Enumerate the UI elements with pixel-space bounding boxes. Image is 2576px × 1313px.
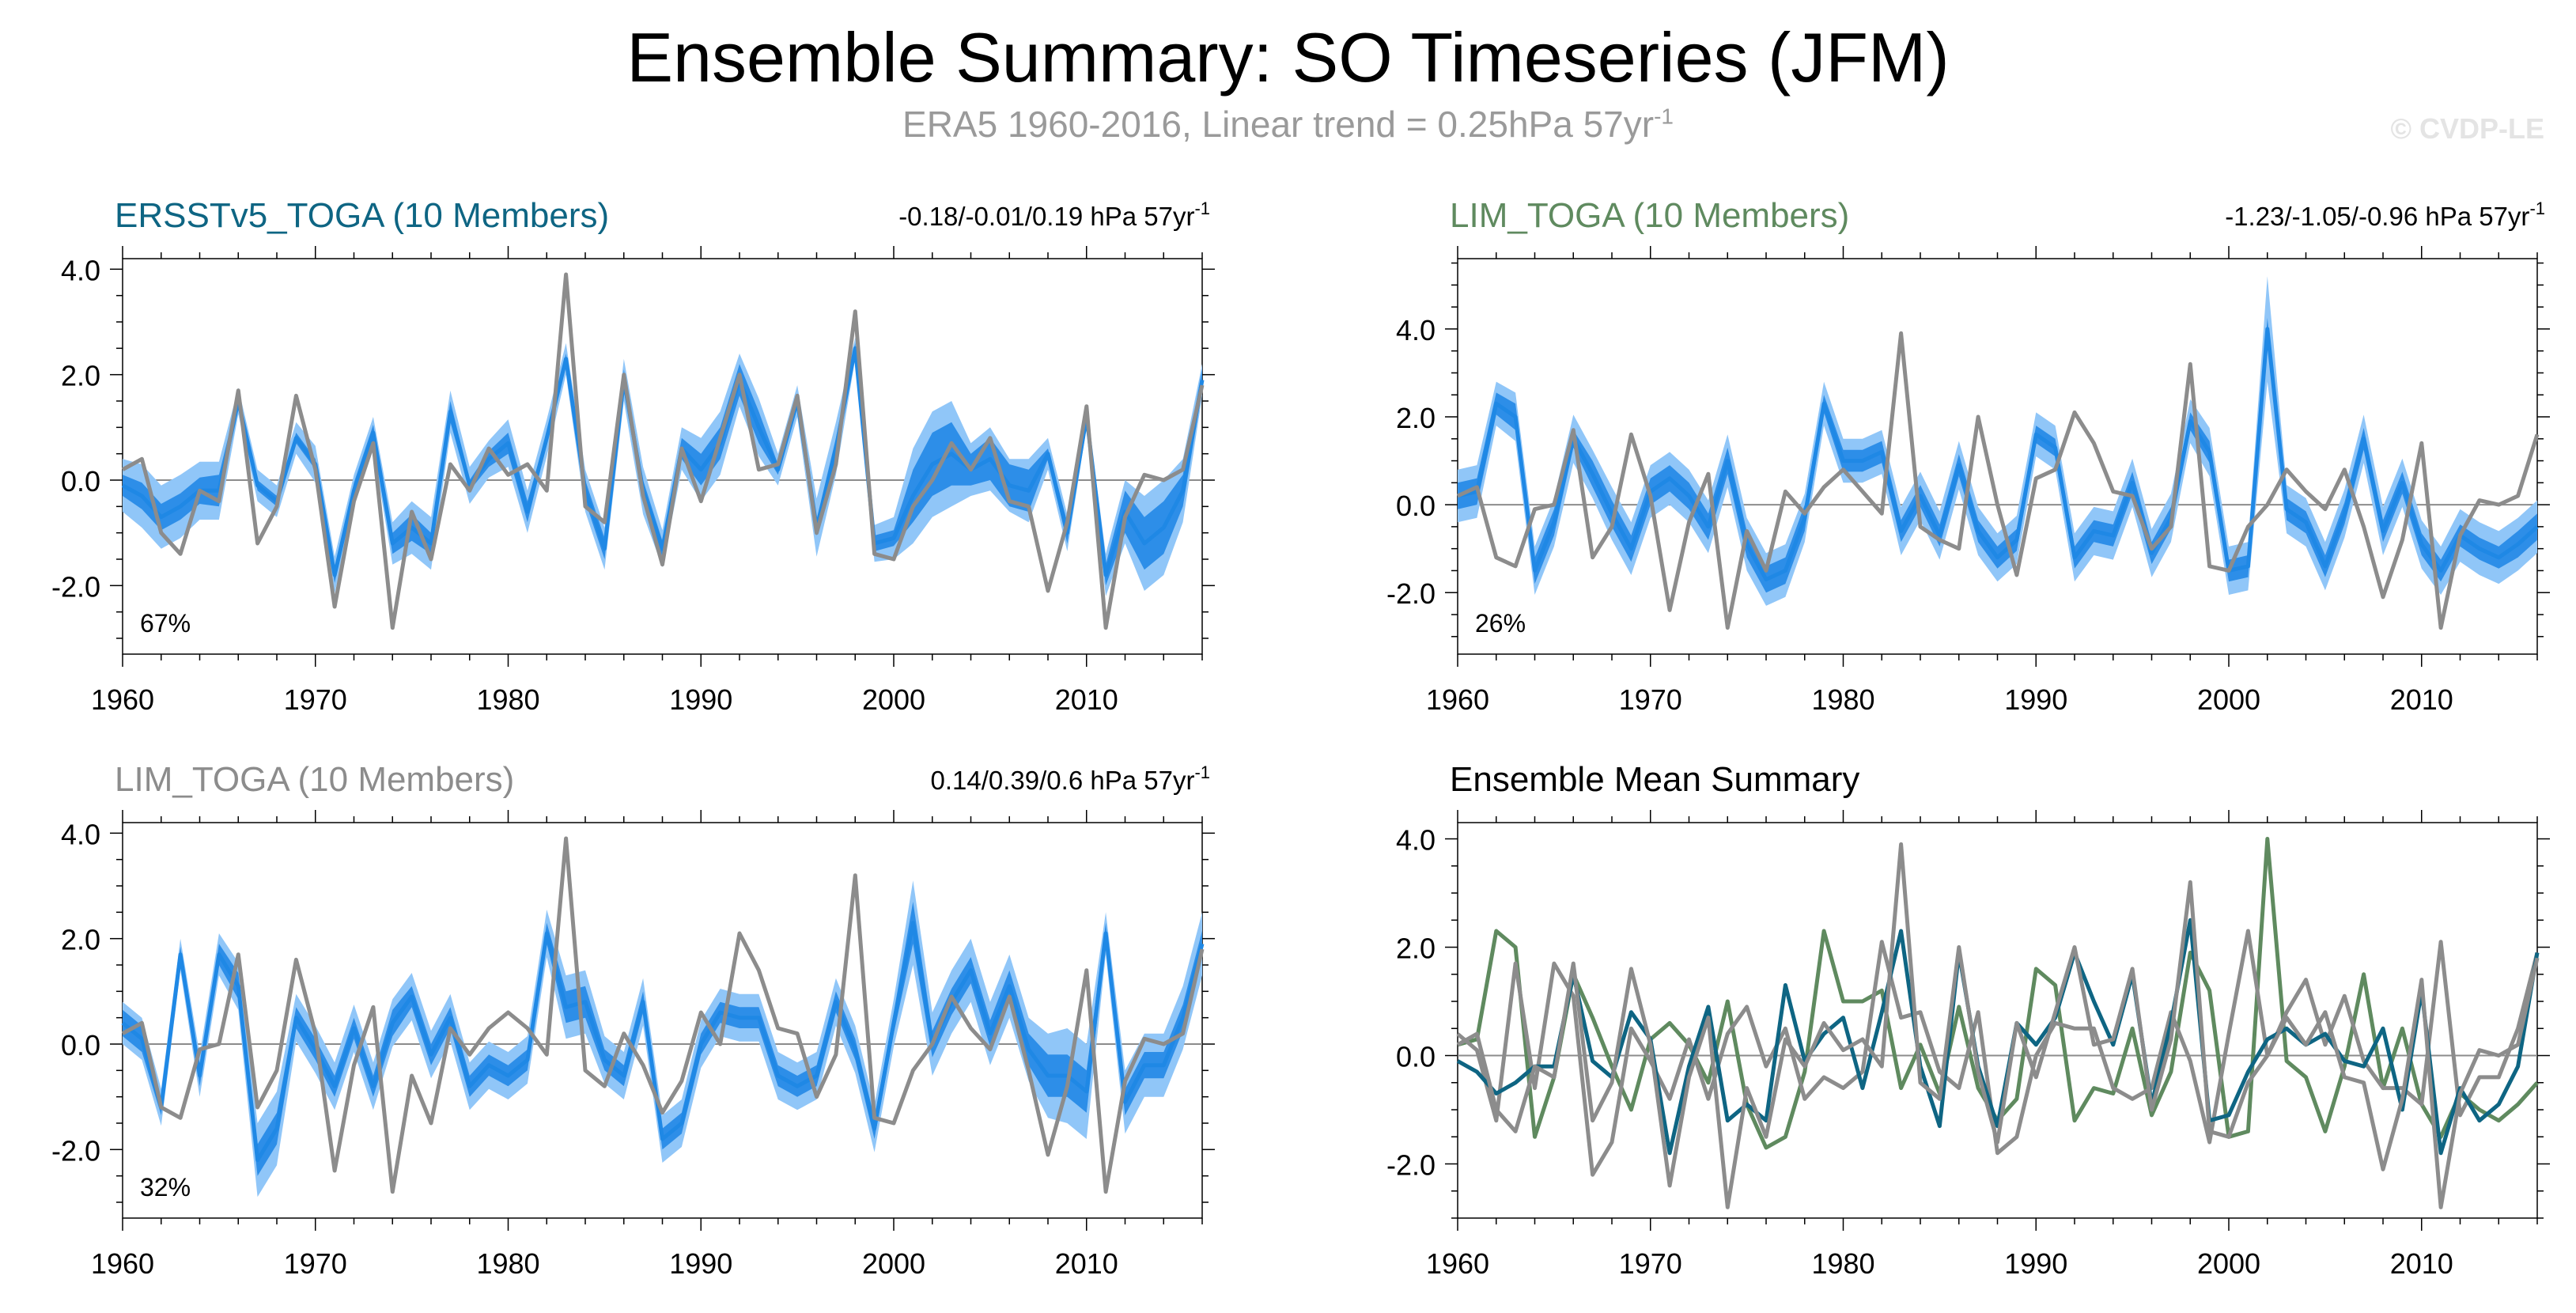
credit-watermark: © CVDP-LE	[2390, 112, 2544, 145]
panel-summary: 4.0 2.0 0.0 -2.0 1960 1970 1980 1990 2000 2010 Ens…	[1386, 760, 2550, 1280]
y-tick-label: 4.0	[1396, 824, 1436, 857]
summary-series-lim2	[1456, 929, 2540, 1177]
percent-label: 26%	[1475, 609, 1526, 638]
y-tick-label: -2.0	[51, 1134, 100, 1167]
x-tick-label: 1970	[1619, 1247, 1682, 1280]
x-tick-label: 1990	[669, 683, 732, 716]
y-tick-label: 2.0	[1396, 933, 1436, 965]
ensemble-outer-band	[1458, 276, 2537, 606]
y-tick-label: 2.0	[1396, 402, 1436, 434]
x-tick-label: 1960	[91, 683, 154, 716]
panel-title: LIM_TOGA (10 Members)	[115, 760, 514, 799]
trend-text: -0.18/-0.01/0.19 hPa 57yr	[898, 202, 1194, 231]
observed-line	[1456, 331, 2540, 630]
y-tick-label: 4.0	[1396, 314, 1436, 346]
y-tick-label: -2.0	[51, 570, 100, 603]
summary-series-ersst	[1456, 918, 2540, 1156]
trend-text: -1.23/-1.05/-0.96 hPa 57yr	[2225, 202, 2529, 231]
trend-superscript: -1	[1194, 762, 1210, 782]
panel-title: ERSSTv5_TOGA (10 Members)	[115, 196, 609, 235]
trend-label: 0.14/0.39/0.6 hPa 57yr-1	[931, 762, 1210, 795]
x-tick-label: 1990	[2004, 1247, 2067, 1280]
x-tick-label: 1990	[669, 1247, 732, 1280]
x-tick-label: 1990	[2004, 683, 2067, 716]
panel-lim2: 4.0 2.0 0.0 -2.0 1960 1970 1980 1990 2000 2010 LIM…	[51, 760, 1215, 1280]
percent-label: 67%	[140, 609, 191, 638]
x-tick-label: 1970	[284, 1247, 347, 1280]
x-tick-label: 1960	[1426, 683, 1489, 716]
y-tick-label: 0.0	[61, 1029, 100, 1061]
panel-lim1: 4.0 2.0 0.0 -2.0 1960 1970 1980 1990 2000 2010 LIM…	[1386, 196, 2550, 716]
plot-frame	[1457, 258, 2538, 655]
subtitle: ERA5 1960-2016, Linear trend = 0.25hPa 5…	[0, 103, 2576, 146]
percent-label: 32%	[140, 1173, 191, 1201]
y-tick-label: 2.0	[61, 360, 100, 392]
x-tick-label: 1960	[1426, 1247, 1489, 1280]
y-tick-label: 0.0	[1396, 1041, 1436, 1073]
subtitle-text: ERA5 1960-2016, Linear trend = 0.25hPa 5…	[902, 104, 1655, 145]
y-tick-label: -2.0	[1386, 1149, 1436, 1182]
panel-title: Ensemble Mean Summary	[1450, 760, 1859, 799]
subtitle-superscript: -1	[1654, 104, 1674, 129]
x-tick-label: 2000	[862, 1247, 925, 1280]
main-title: Ensemble Summary: SO Timeseries (JFM)	[626, 18, 1950, 96]
x-tick-label: 1980	[476, 683, 539, 716]
y-tick-label: 2.0	[61, 924, 100, 956]
x-tick-label: 2010	[2390, 683, 2453, 716]
x-tick-label: 2010	[2390, 1247, 2453, 1280]
x-tick-label: 2010	[1055, 1247, 1118, 1280]
x-tick-label: 2010	[1055, 683, 1118, 716]
plot-frame	[1457, 822, 2538, 1219]
x-tick-label: 1980	[1811, 1247, 1874, 1280]
x-tick-label: 1960	[91, 1247, 154, 1280]
summary-series-obs	[1456, 842, 2540, 1209]
y-tick-label: 0.0	[61, 465, 100, 498]
x-tick-label: 1970	[1619, 683, 1682, 716]
y-tick-label: 0.0	[1396, 490, 1436, 522]
x-tick-label: 2000	[2197, 1247, 2260, 1280]
y-tick-label: -2.0	[1386, 577, 1436, 610]
observed-line	[121, 836, 1205, 1194]
ensemble-inner-band	[123, 342, 1202, 586]
panel-ersst: 4.0 2.0 0.0 -2.0 1960 1970 1980 1990 2000 2010 ERS…	[51, 196, 1215, 716]
x-tick-label: 2000	[862, 683, 925, 716]
x-tick-label: 2000	[2197, 683, 2260, 716]
trend-label: -1.23/-1.05/-0.96 hPa 57yr-1	[2225, 199, 2545, 231]
observed-line	[121, 272, 1205, 630]
x-tick-label: 1980	[476, 1247, 539, 1280]
y-tick-label: 4.0	[61, 254, 100, 286]
trend-superscript: -1	[2529, 199, 2545, 218]
trend-text: 0.14/0.39/0.6 hPa 57yr	[931, 766, 1195, 795]
x-tick-label: 1980	[1811, 683, 1874, 716]
x-tick-label: 1970	[284, 683, 347, 716]
trend-label: -0.18/-0.01/0.19 hPa 57yr-1	[898, 199, 1210, 231]
panel-title: LIM_TOGA (10 Members)	[1450, 196, 1849, 235]
ensemble-inner-band	[1458, 318, 2537, 593]
y-tick-label: 4.0	[61, 818, 100, 850]
ensemble-outer-band	[123, 338, 1202, 596]
trend-superscript: -1	[1194, 199, 1210, 218]
